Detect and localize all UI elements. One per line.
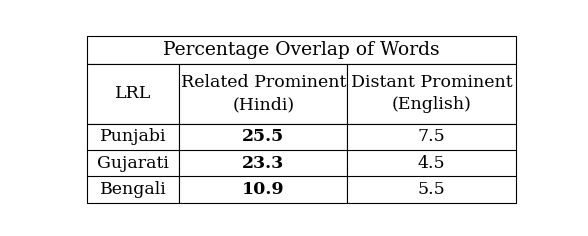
Text: Distant Prominent
(English): Distant Prominent (English) xyxy=(350,74,512,113)
Text: 5.5: 5.5 xyxy=(417,181,445,198)
Text: 25.5: 25.5 xyxy=(242,128,285,145)
Text: 23.3: 23.3 xyxy=(242,155,285,172)
Text: Punjabi: Punjabi xyxy=(100,128,166,145)
Text: Gujarati: Gujarati xyxy=(97,155,169,172)
Text: 4.5: 4.5 xyxy=(417,155,445,172)
Text: 10.9: 10.9 xyxy=(242,181,285,198)
Text: Percentage Overlap of Words: Percentage Overlap of Words xyxy=(163,41,440,59)
Text: 7.5: 7.5 xyxy=(417,128,445,145)
Text: LRL: LRL xyxy=(115,85,151,102)
Text: Bengali: Bengali xyxy=(100,181,166,198)
Text: Related Prominent
(Hindi): Related Prominent (Hindi) xyxy=(181,74,346,113)
